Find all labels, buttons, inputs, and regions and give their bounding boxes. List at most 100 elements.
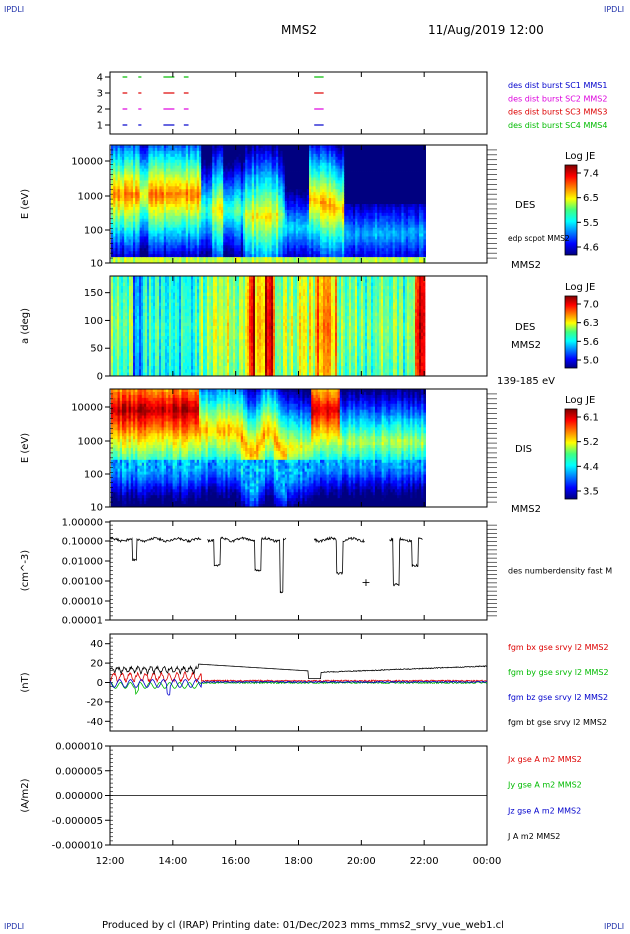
spectrogram-cell: [339, 221, 343, 226]
spectrogram-cell: [267, 233, 270, 237]
spectrogram-cell: [247, 183, 250, 187]
spectrogram-cell: [333, 201, 336, 205]
spectrogram-cell: [324, 218, 327, 223]
spectrogram-cell: [359, 195, 363, 199]
spectrogram-cell: [130, 204, 134, 208]
spectrogram-cell: [313, 195, 316, 199]
spectrogram-cell: [168, 233, 171, 237]
spectrogram-cell: [113, 236, 116, 240]
spectrogram-cell: [337, 251, 341, 255]
spectrogram-cell: [240, 168, 244, 172]
spectrogram-cell: [119, 198, 123, 202]
spectrogram-cell: [350, 215, 354, 220]
spectrogram-cell: [166, 239, 169, 243]
spectrogram-cell: [251, 153, 255, 158]
spectrogram-cell: [247, 147, 250, 152]
spectrogram-cell: [278, 150, 281, 155]
spectrogram-cell: [269, 248, 272, 252]
spectrogram-cell: [289, 159, 292, 164]
spectrogram-cell: [370, 198, 374, 202]
spectrogram-cell: [251, 147, 255, 152]
spectrogram-cell: [194, 145, 198, 149]
spectrogram-cell: [245, 254, 248, 258]
spectrogram-cell: [267, 218, 270, 223]
spectrogram-cell: [236, 168, 239, 172]
spectrogram-cell: [273, 212, 277, 217]
spectrogram-cell: [137, 254, 140, 258]
spectrogram-cell: [271, 198, 275, 202]
spectrogram-cell: [135, 159, 138, 164]
spectrogram-cell: [225, 195, 228, 199]
spectrogram-cell: [317, 209, 321, 214]
spectrogram-cell: [183, 230, 187, 234]
spectrogram-cell: [207, 177, 211, 181]
spectrogram-cell: [152, 153, 156, 158]
spectrogram-cell: [379, 183, 382, 187]
spectrogram-cell: [306, 227, 310, 231]
spectrogram-cell: [223, 159, 226, 164]
spectrogram-cell: [128, 145, 132, 149]
spectrogram-cell: [293, 165, 297, 169]
spectrogram-cell: [155, 145, 158, 149]
spectrogram-cell: [192, 215, 195, 220]
spectrogram-cell: [227, 168, 231, 172]
spectrogram-cell: [214, 180, 217, 184]
spectrogram-cell: [278, 221, 281, 226]
spectrogram-cell: [317, 239, 321, 243]
spectrogram-cell: [375, 224, 378, 228]
spectrogram-cell: [269, 165, 272, 169]
spectrogram-cell: [212, 215, 215, 220]
spectrogram-cell: [350, 201, 354, 205]
spectrogram-cell: [111, 257, 114, 261]
spectrogram-cell: [258, 239, 261, 243]
spectrogram-cell: [247, 145, 250, 149]
spectrogram-cell: [377, 239, 380, 243]
spectrogram-cell: [346, 168, 349, 172]
spectrogram-cell: [287, 186, 290, 190]
spectrogram-cell: [326, 153, 330, 158]
spectrogram-cell: [344, 224, 347, 228]
spectrogram-cell: [265, 239, 268, 243]
spectrogram-cell: [293, 206, 297, 211]
spectrogram-cell: [172, 147, 176, 152]
spectrogram-cell: [227, 195, 231, 199]
spectrogram-cell: [199, 145, 202, 149]
spectrogram-cell: [214, 260, 217, 264]
spectrogram-cell: [130, 162, 134, 167]
spectrogram-cell: [269, 221, 272, 226]
spectrogram-cell: [267, 224, 270, 228]
spectrogram-cell: [188, 168, 191, 172]
spectrogram-cell: [379, 165, 382, 169]
spectrogram-cell: [137, 245, 140, 249]
spectrogram-cell: [331, 192, 334, 196]
spectrogram-cell: [293, 245, 297, 249]
spectrogram-cell: [124, 177, 127, 181]
spectrogram-cell: [364, 209, 367, 214]
spectrogram-cell: [372, 145, 376, 149]
spectrogram-cell: [181, 215, 184, 220]
spectrogram-cell: [161, 165, 165, 169]
spectrogram-cell: [335, 192, 338, 196]
spectrogram-cell: [287, 212, 290, 217]
spectrogram-cell: [304, 206, 308, 211]
spectrogram-cell: [163, 215, 167, 220]
spectrogram-cell: [238, 195, 242, 199]
spectrogram-cell: [359, 218, 363, 223]
spectrogram-cell: [199, 224, 202, 228]
spectrogram-cell: [348, 180, 352, 184]
spectrogram-cell: [361, 165, 365, 169]
spectrogram-cell: [304, 224, 308, 228]
spectrogram-cell: [359, 233, 363, 237]
spectrogram-cell: [293, 227, 297, 231]
spectrogram-cell: [126, 224, 129, 228]
spectrogram-cell: [309, 195, 312, 199]
spectrogram-cell: [249, 206, 253, 211]
spectrogram-cell: [357, 204, 360, 208]
spectrogram-cell: [333, 189, 336, 193]
spectrogram-cell: [194, 206, 198, 211]
spectrogram-cell: [212, 221, 215, 226]
spectrogram-cell: [276, 212, 279, 217]
spectrogram-cell: [155, 171, 158, 175]
spectrogram-cell: [183, 162, 187, 167]
spectrogram-cell: [379, 159, 382, 164]
